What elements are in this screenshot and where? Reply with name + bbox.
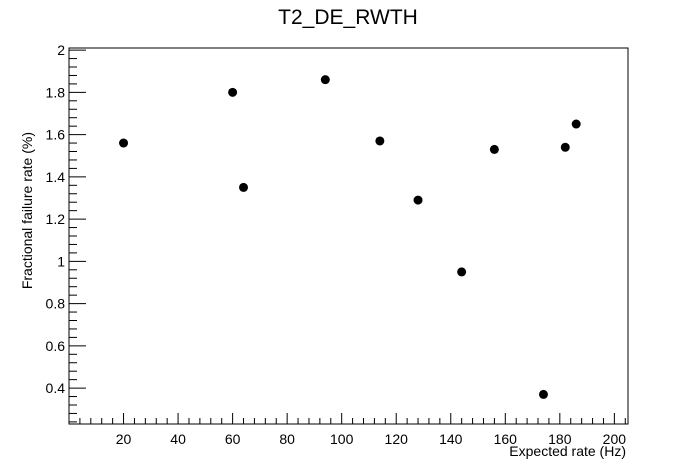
data-point	[560, 142, 570, 152]
data-points	[119, 75, 581, 399]
x-tick-label: 140	[439, 431, 463, 447]
data-point	[489, 144, 499, 154]
data-point	[375, 136, 385, 146]
y-tick-label: 2	[57, 42, 65, 58]
y-axis-label: Fractional failure rate (%)	[19, 132, 35, 290]
x-tick-label: 200	[603, 431, 627, 447]
data-point	[320, 75, 330, 85]
data-point	[457, 267, 467, 277]
y-tick-label: 1.2	[46, 211, 66, 227]
plot-frame	[68, 47, 629, 425]
y-tick-label: 0.6	[46, 338, 66, 354]
x-tick-label: 20	[116, 431, 132, 447]
data-point	[119, 138, 129, 148]
x-tick-label: 60	[225, 431, 241, 447]
y-tick-label: 0.8	[46, 296, 66, 312]
x-tick-label: 80	[279, 431, 295, 447]
y-tick-label: 1.8	[46, 84, 66, 100]
x-tick-label: 120	[385, 431, 409, 447]
data-point	[538, 389, 548, 399]
data-point	[571, 119, 581, 129]
data-point	[239, 182, 249, 192]
x-tick-label: 160	[494, 431, 518, 447]
y-tick-label: 1.6	[46, 127, 66, 143]
y-tick-label: 1.4	[46, 169, 66, 185]
axis-ticks: 20 40 60 80 100 120 140 160 180 200 0.4 0.6 0.8 1 1.2 1…	[46, 42, 627, 447]
x-tick-label: 180	[548, 431, 572, 447]
y-tick-label: 1	[57, 253, 65, 269]
y-tick-label: 0.4	[46, 380, 66, 396]
x-tick-label: 40	[170, 431, 186, 447]
x-tick-label: 100	[330, 431, 354, 447]
data-point	[413, 195, 423, 205]
chart-title: T2_DE_RWTH	[278, 6, 418, 29]
data-point	[228, 87, 238, 97]
x-axis-label: Expected rate (Hz)	[509, 443, 626, 459]
